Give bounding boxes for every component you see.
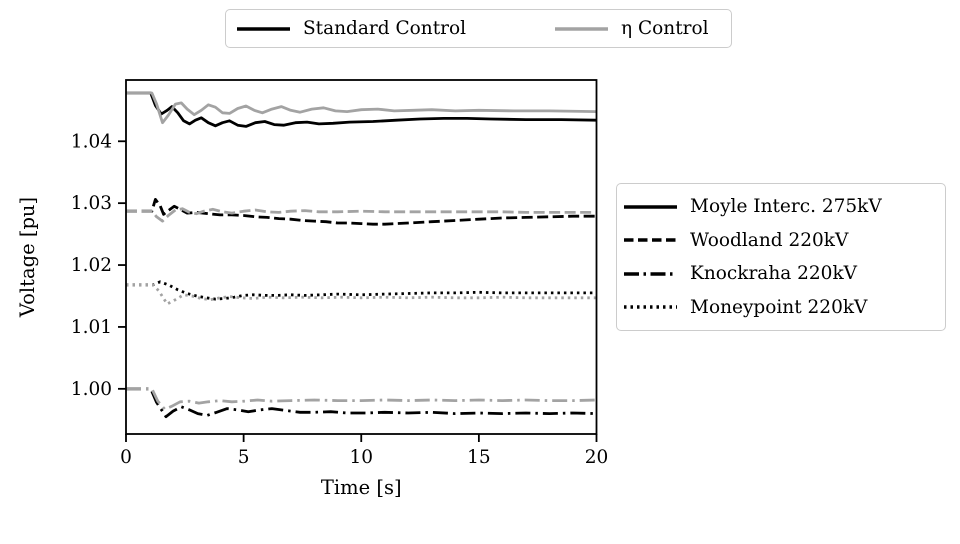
legend-label-knockraha: Knockraha 220kV <box>690 263 858 285</box>
y-tick-label: 1.00 <box>71 379 112 400</box>
legend-label-standard-control: Standard Control <box>303 18 467 39</box>
y-tick-label: 1.02 <box>71 255 112 276</box>
dashdot-line-sample-icon <box>623 270 678 278</box>
dotted-line-sample-icon <box>623 303 678 311</box>
x-tick-label: 20 <box>585 447 609 468</box>
control-legend: Standard Control η Control <box>225 9 732 48</box>
solid-line-sample-icon <box>623 203 678 211</box>
series-woodland-standard <box>126 198 597 226</box>
series-knockraha-eta <box>126 387 597 411</box>
legend-entry-knockraha: Knockraha 220kV <box>623 263 945 284</box>
legend-label-moneypoint: Moneypoint 220kV <box>690 296 868 318</box>
legend-label-moyle: Moyle Interc. 275kV <box>690 196 882 218</box>
axes-frame <box>125 79 598 435</box>
legend-entry-moyle: Moyle Interc. 275kV <box>623 196 945 217</box>
bus-legend: Moyle Interc. 275kV Woodland 220kV Knockra… <box>616 183 946 331</box>
legend-label-eta-control: η Control <box>621 18 709 39</box>
series-moyle-eta <box>126 91 597 125</box>
legend-entry-woodland: Woodland 220kV <box>623 230 945 251</box>
x-tick-label: 10 <box>349 447 373 468</box>
dashed-line-sample-icon <box>623 236 678 244</box>
y-tick-label: 1.01 <box>71 317 112 338</box>
y-tick-label: 1.03 <box>71 193 112 214</box>
legend-label-woodland: Woodland 220kV <box>690 229 849 251</box>
legend-entry-eta-control: η Control <box>554 18 709 39</box>
legend-entry-moneypoint: Moneypoint 220kV <box>623 297 945 318</box>
x-tick-label: 0 <box>120 447 132 468</box>
solid-line-sample-icon <box>236 25 291 33</box>
series-woodland-eta <box>126 207 597 223</box>
x-tick-label: 5 <box>238 447 250 468</box>
x-tick-label: 15 <box>467 447 491 468</box>
y-axis-label: Voltage [pu] <box>16 197 39 318</box>
x-axis-label: Time [s] <box>321 476 402 499</box>
solid-line-sample-icon <box>554 25 609 33</box>
legend-entry-standard-control: Standard Control <box>236 18 466 39</box>
y-tick-label: 1.04 <box>71 131 112 152</box>
series-moyle-standard <box>126 91 597 128</box>
series-moneypoint-eta <box>126 283 597 306</box>
